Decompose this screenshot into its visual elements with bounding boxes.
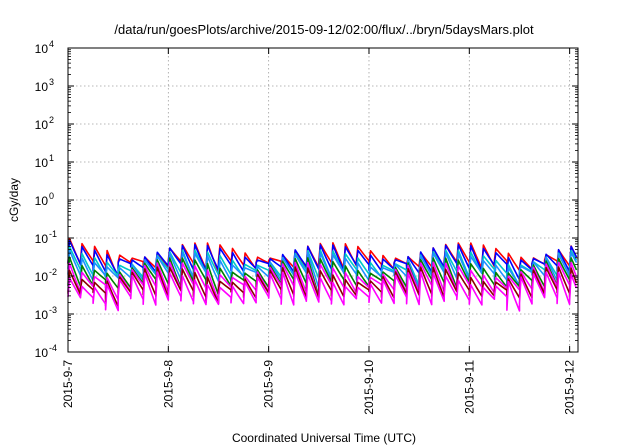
x-tick-label: 2015-9-9 [262, 360, 276, 408]
x-tick-label: 2015-9-10 [362, 360, 376, 415]
y-tick-label: 10 [35, 346, 49, 360]
y-tick-label: 10 [35, 156, 49, 170]
y-tick-exponent: -4 [49, 343, 57, 353]
y-tick-exponent: 0 [49, 191, 54, 201]
y-tick-label: 10 [35, 270, 49, 284]
y-tick-exponent: -2 [49, 267, 57, 277]
y-tick-label: 10 [35, 42, 49, 56]
y-tick-exponent: 2 [49, 115, 54, 125]
x-axis: 2015-9-7 2015-9-8 2015-9-9 2015-9-10 2015-9-… [61, 48, 577, 415]
chart-title: /data/run/goesPlots/archive/2015-09-12/0… [114, 22, 534, 37]
series-layer [67, 237, 578, 312]
y-tick-label: 10 [35, 194, 49, 208]
x-tick-label: 2015-9-12 [563, 360, 577, 415]
grid [68, 48, 578, 352]
y-tick-label: 10 [35, 232, 49, 246]
y-tick-label: 10 [35, 80, 49, 94]
y-tick-exponent: -1 [49, 229, 57, 239]
y-axis-label: cGy/day [7, 178, 21, 222]
x-axis-label: Coordinated Universal Time (UTC) [232, 431, 416, 445]
y-tick-exponent: 1 [49, 153, 54, 163]
y-tick-label: 10 [35, 118, 49, 132]
x-tick-label: 2015-9-8 [161, 360, 175, 408]
y-tick-label: 10 [35, 308, 49, 322]
y-tick-exponent: -3 [49, 305, 57, 315]
series-line-8 [67, 271, 578, 312]
y-tick-exponent: 3 [49, 77, 54, 87]
y-tick-exponent: 4 [49, 39, 54, 49]
x-tick-label: 2015-9-7 [61, 360, 75, 408]
x-tick-label: 2015-9-11 [462, 360, 476, 414]
